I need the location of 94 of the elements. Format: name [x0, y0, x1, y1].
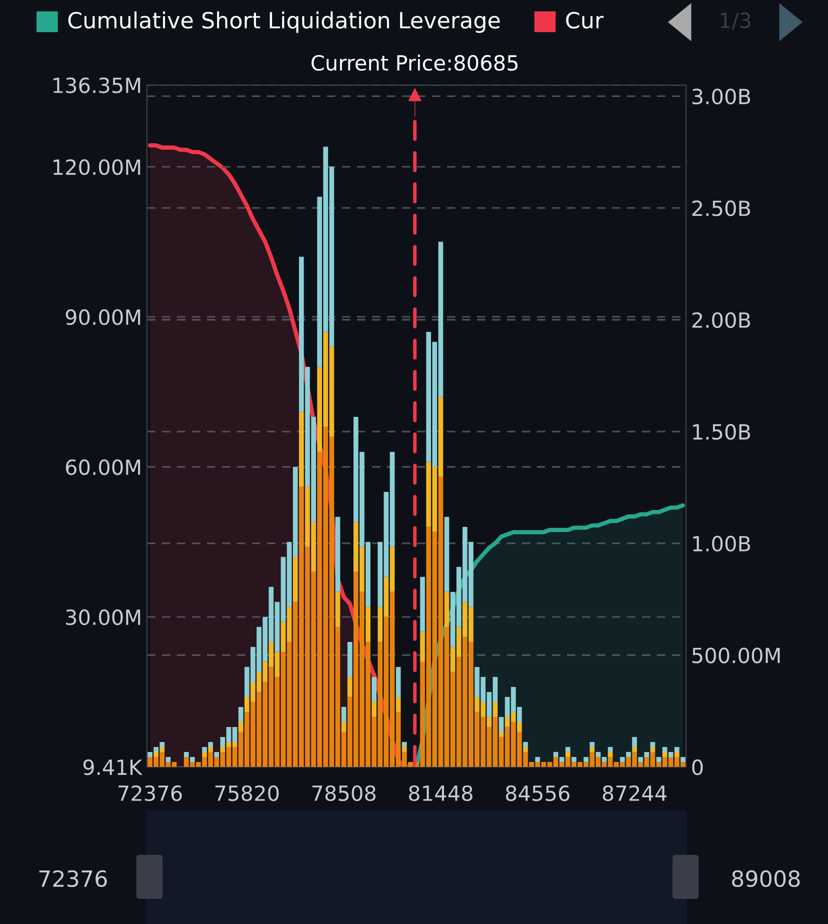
bar [208, 746, 213, 752]
bar [620, 756, 625, 762]
y2-tick-label: 500.00M [692, 648, 780, 664]
bar [680, 756, 686, 762]
bar [214, 752, 220, 757]
bar [553, 752, 558, 757]
bar [341, 706, 346, 722]
bar [590, 742, 595, 747]
bar [166, 756, 171, 762]
bar [148, 752, 152, 757]
bar [650, 746, 656, 752]
x-tick-label: 72376 [118, 785, 182, 802]
bar [498, 732, 504, 737]
y-tick-label: 120.00M [54, 159, 140, 175]
bar [335, 516, 340, 592]
bar [347, 676, 352, 697]
bar [584, 756, 588, 762]
bar [498, 716, 504, 732]
bar [517, 722, 522, 732]
bar [492, 702, 498, 717]
bar [420, 632, 425, 662]
text: Current Price:80685 [312, 54, 518, 71]
bar [565, 752, 570, 757]
bar [590, 746, 595, 752]
y2-tick-label: 0 [692, 759, 703, 776]
bar [154, 746, 158, 752]
bar [372, 702, 377, 717]
bar [347, 642, 352, 677]
y2-tick-label: 2.00B [692, 312, 750, 328]
bar [184, 752, 189, 757]
bar [298, 412, 304, 487]
bar [486, 716, 492, 727]
y-tick-label: 90.00M [66, 309, 140, 326]
bar [572, 756, 576, 762]
bar [160, 746, 165, 752]
legend-label: Cur [566, 12, 604, 29]
y-tick-label: 60.00M [66, 459, 140, 476]
bar [656, 756, 662, 762]
bar [366, 606, 370, 642]
bar [190, 756, 195, 762]
bar [602, 756, 607, 762]
bar [292, 556, 298, 602]
bar [444, 516, 450, 592]
bar [662, 752, 668, 757]
y2-tick-label: 3.00B [692, 88, 750, 104]
bar [208, 742, 213, 747]
bar [632, 736, 637, 747]
x-tick-label: 81448 [408, 785, 472, 802]
bar [626, 752, 631, 757]
text: 72376 [39, 870, 107, 888]
bar [559, 756, 564, 762]
bar [668, 752, 674, 757]
x-tick-label: 87244 [602, 785, 666, 802]
y2-tick-label: 1.50B [693, 424, 750, 440]
bar [238, 706, 244, 722]
bar [650, 742, 656, 747]
bar [402, 746, 407, 752]
bar [444, 592, 450, 627]
bar [372, 676, 377, 702]
bar [565, 746, 570, 752]
bar [154, 752, 158, 757]
y-tick-label: 136.35M [54, 77, 140, 94]
bar [238, 722, 244, 732]
bar [202, 746, 207, 752]
legend-label: Cumulative Short Liquidation Leverage [68, 11, 500, 33]
bar [535, 756, 540, 762]
x-tick-label: 84556 [506, 785, 570, 802]
y2-tick-label: 1.00B [693, 536, 750, 552]
bar [632, 746, 637, 752]
bar [674, 752, 680, 757]
bar [523, 746, 528, 752]
bar [596, 752, 601, 757]
bar [160, 742, 165, 747]
x-tick-label: 78508 [312, 785, 376, 802]
bar [608, 746, 613, 752]
y-tick-label: 30.00M [66, 609, 140, 626]
bar [523, 742, 528, 747]
bar [335, 592, 340, 627]
x-tick-label: 75820 [215, 785, 279, 802]
y2-tick-label: 2.50B [692, 200, 750, 216]
bar [220, 746, 226, 752]
bar [202, 752, 207, 757]
bar [644, 752, 650, 757]
bar [420, 576, 425, 632]
text: 89008 [732, 870, 800, 888]
y-tick-label: 9.41K [83, 759, 143, 776]
bar [638, 756, 643, 762]
bar [674, 746, 680, 752]
bar [396, 696, 401, 712]
bar [662, 746, 668, 752]
bar [396, 666, 401, 697]
bar [341, 722, 346, 732]
bar [608, 752, 613, 757]
bar [402, 742, 407, 747]
